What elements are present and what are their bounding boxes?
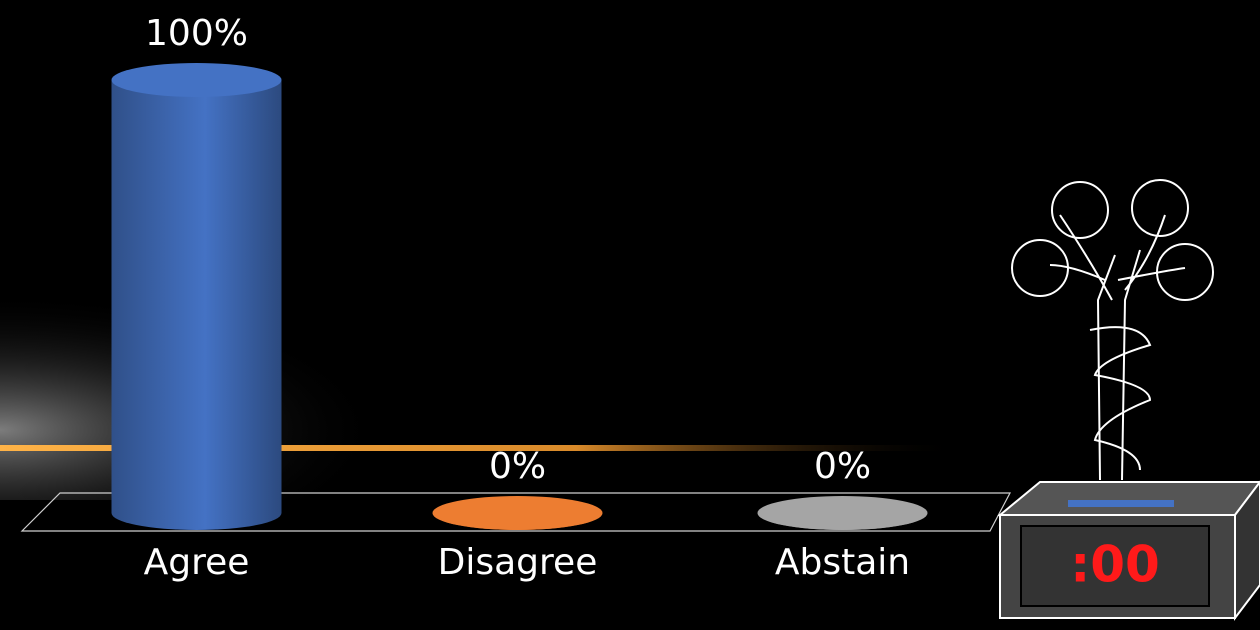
bar-top — [757, 496, 928, 530]
tree-bloom — [1156, 243, 1214, 301]
bar — [757, 496, 928, 530]
value-label: 0% — [489, 446, 546, 487]
value-label: 0% — [814, 446, 871, 487]
bar-top — [432, 496, 603, 530]
floor — [20, 492, 1011, 532]
marks: 100% Agree 0% Disagree 0% Abstain — [111, 13, 928, 583]
tree-trunk — [1049, 214, 1186, 481]
tree-bloom — [1051, 181, 1109, 239]
bar-top — [111, 63, 282, 97]
haze — [0, 250, 700, 500]
timer-screen — [1020, 525, 1210, 607]
x-tick-label: Agree — [144, 542, 250, 583]
tree-rope — [1089, 326, 1152, 471]
bar — [111, 63, 282, 530]
bar — [432, 496, 603, 530]
tree-bloom — [1011, 239, 1069, 297]
bar-body — [111, 80, 282, 530]
x-tick-label: Disagree — [438, 542, 598, 583]
value-label: 100% — [145, 13, 248, 54]
tree-bloom — [1131, 179, 1189, 237]
timer-text: :00 — [1070, 536, 1160, 594]
x-tick-label: Abstain — [775, 542, 910, 583]
timer-top — [997, 481, 1260, 516]
timer: :00 — [997, 480, 1260, 621]
glow-line — [0, 445, 960, 451]
tree-sketch — [1011, 179, 1214, 481]
timer-button — [1068, 500, 1174, 507]
